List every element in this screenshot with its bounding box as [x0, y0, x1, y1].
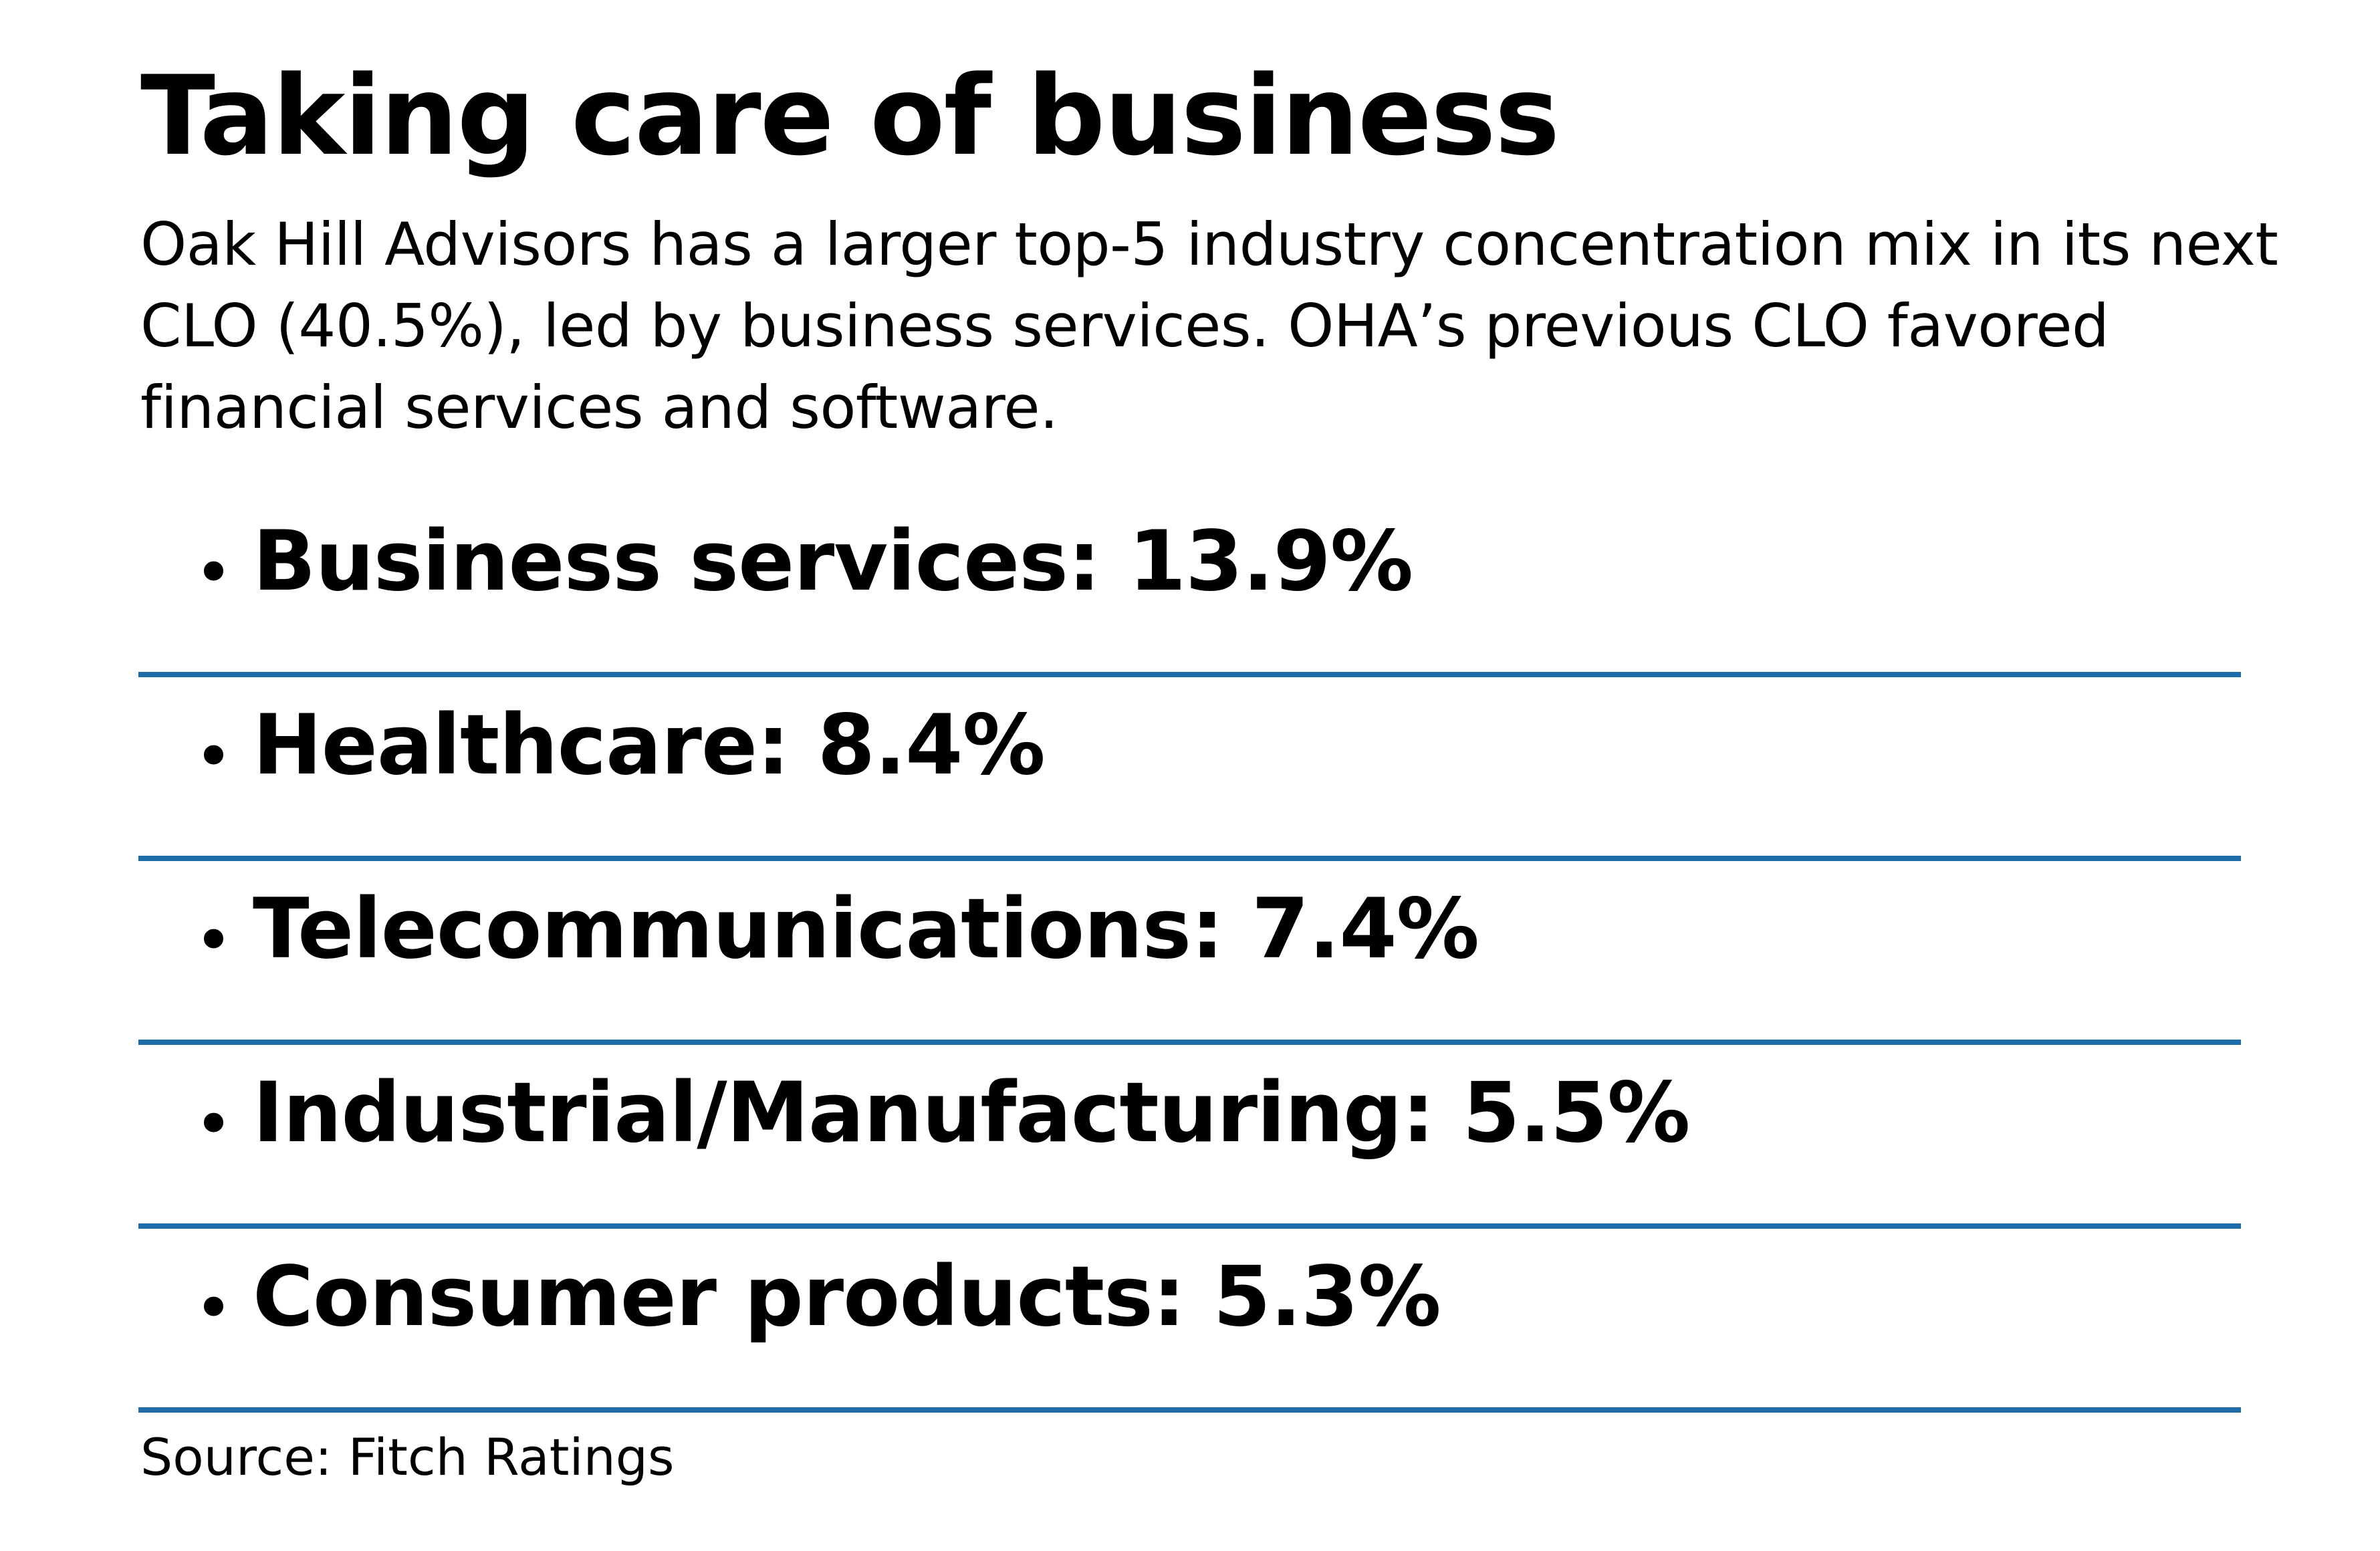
source-note: Source: Fitch Ratings	[140, 1427, 675, 1487]
bullet-icon: •	[194, 1269, 233, 1347]
list-item-label: Consumer products: 5.3%	[253, 1249, 1441, 1345]
list-item-label: Healthcare: 8.4%	[253, 697, 1046, 794]
bullet-icon: •	[194, 717, 233, 796]
list-item-healthcare: • Healthcare: 8.4%	[138, 682, 2241, 861]
list-item-industrial-manufacturing: • Industrial/Manufacturing: 5.5%	[138, 1050, 2241, 1229]
list-item-label: Industrial/Manufacturing: 5.5%	[253, 1065, 1690, 1161]
list-item-label: Telecommunications: 7.4%	[253, 881, 1479, 977]
list-item-consumer-products: • Consumer products: 5.3%	[138, 1233, 2241, 1413]
bullet-icon: •	[194, 533, 233, 612]
page-subtitle: Oak Hill Advisors has a larger top-5 ind…	[140, 210, 2278, 442]
industry-list: • Business services: 13.9% • Healthcare:…	[138, 498, 2241, 1413]
bullet-icon: •	[194, 1085, 233, 1163]
list-item-label: Business services: 13.9%	[253, 513, 1413, 610]
list-item-telecommunications: • Telecommunications: 7.4%	[138, 866, 2241, 1045]
list-item-business-services: • Business services: 13.9%	[138, 498, 2241, 677]
page-title: Taking care of business	[140, 52, 1560, 180]
bullet-icon: •	[194, 901, 233, 979]
